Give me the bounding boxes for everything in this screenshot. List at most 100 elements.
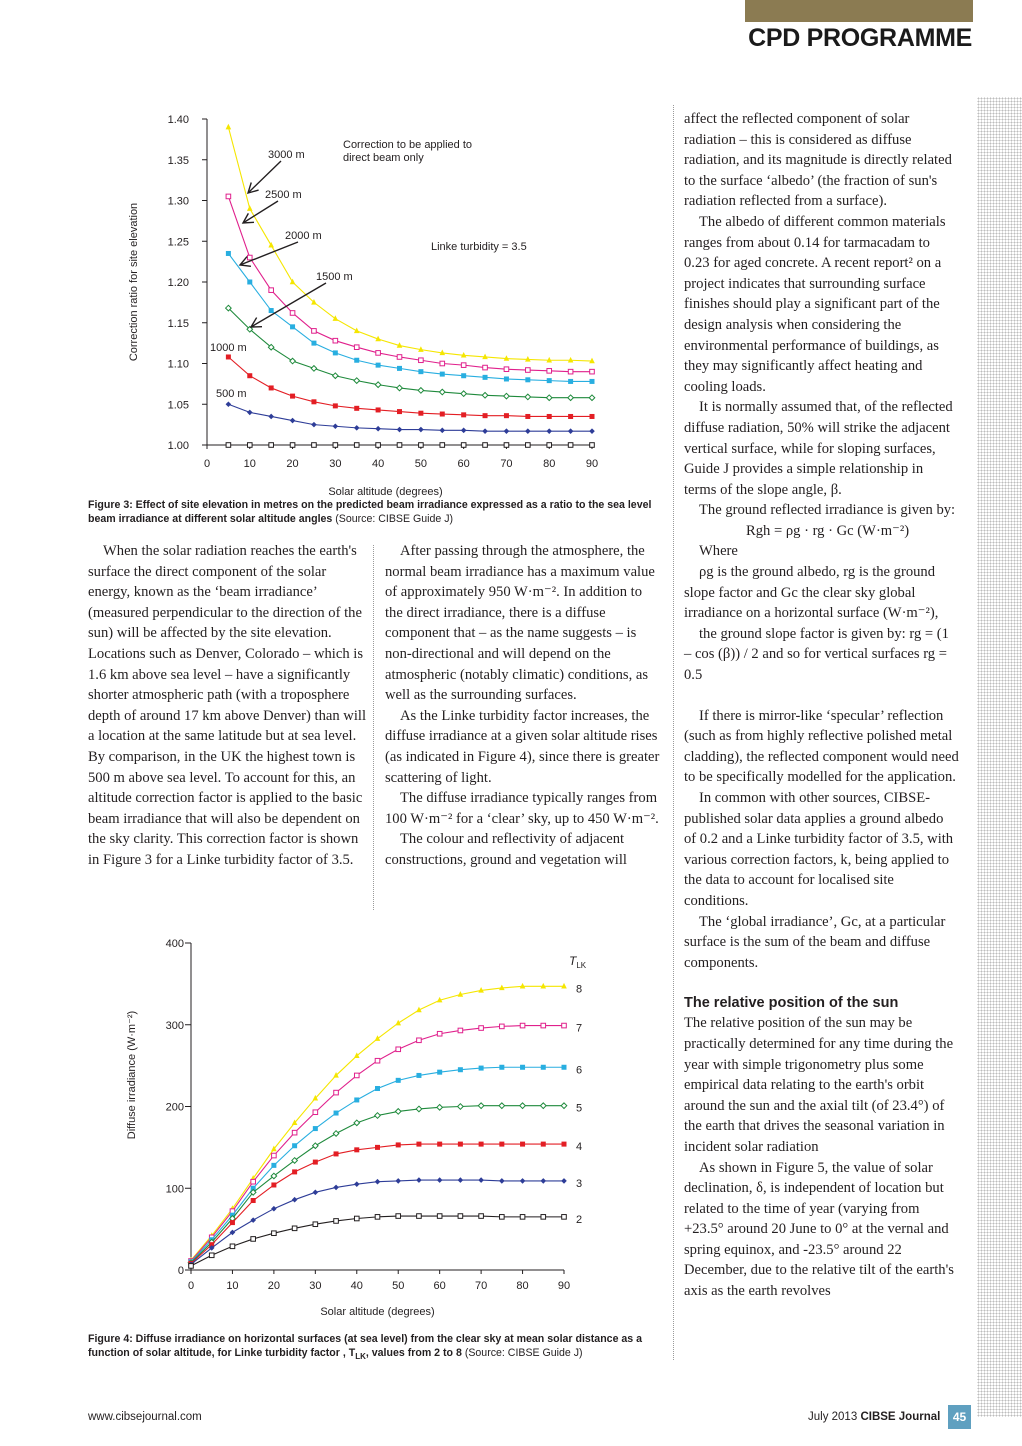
- section-heading: The relative position of the sun: [684, 995, 899, 1012]
- data-point: [417, 386, 425, 394]
- x-tick-label: 40: [351, 1280, 363, 1292]
- data-point: [268, 308, 274, 314]
- column-divider: [373, 545, 374, 910]
- data-point: [208, 1245, 215, 1251]
- data-point: [375, 1144, 380, 1150]
- data-point: [482, 413, 488, 419]
- col2-paragraph-3: The diffuse irradiance typically ranges …: [385, 790, 659, 827]
- data-point: [268, 241, 274, 248]
- data-point: [250, 1217, 256, 1223]
- series-line: [190, 1143, 564, 1264]
- x-tick-label: 20: [268, 1280, 280, 1292]
- footer-website-link[interactable]: www.cibsejournal.com: [88, 1411, 202, 1423]
- data-point: [225, 354, 231, 360]
- data-point: [457, 1177, 464, 1183]
- data-point: [415, 1105, 423, 1113]
- data-point: [395, 1213, 402, 1219]
- header-color-bar: [745, 0, 973, 22]
- data-point: [353, 1072, 360, 1079]
- data-point: [290, 324, 296, 330]
- data-point: [374, 1035, 381, 1041]
- data-point: [436, 1213, 443, 1219]
- x-tick-label: 90: [586, 458, 598, 470]
- data-point: [268, 442, 274, 448]
- y-tick-label: 1.20: [168, 277, 189, 289]
- data-point: [333, 1072, 339, 1078]
- data-point: [478, 1177, 484, 1183]
- data-point: [540, 1141, 546, 1147]
- data-point: [229, 1243, 236, 1250]
- data-point: [396, 426, 403, 433]
- data-point: [374, 1178, 381, 1185]
- data-point: [229, 1220, 235, 1226]
- col2-paragraph-4: The colour and reflectivity of adjacent …: [385, 831, 627, 868]
- x-tick-label: 80: [543, 458, 555, 470]
- data-point: [439, 371, 445, 377]
- data-point: [482, 374, 488, 380]
- data-point: [478, 1065, 484, 1071]
- data-point: [499, 1214, 505, 1220]
- data-point: [312, 1126, 318, 1132]
- data-point: [589, 428, 595, 434]
- data-point: [519, 982, 526, 989]
- data-point: [418, 442, 424, 448]
- data-point: [225, 250, 231, 256]
- col3-paragraph: The ‘global irradiance’, Gc, at a partic…: [684, 913, 946, 971]
- series-line: [228, 307, 592, 399]
- figure4-caption: Figure 4: Diffuse irradiance on horizont…: [88, 1332, 668, 1364]
- data-point: [567, 356, 574, 363]
- data-point: [395, 384, 404, 392]
- data-point: [395, 1046, 402, 1053]
- data-point: [289, 278, 296, 285]
- data-point: [588, 394, 596, 402]
- data-point: [520, 1141, 526, 1147]
- footer-issue-date: July 2013: [808, 1411, 858, 1423]
- data-point: [225, 193, 232, 200]
- data-point: [333, 1218, 339, 1224]
- y-tick-label: 300: [166, 1020, 184, 1032]
- data-point: [311, 298, 317, 305]
- figure3-caption-source: (Source: CIBSE Guide J): [335, 513, 454, 525]
- data-point: [268, 287, 274, 293]
- col1-paragraph: When the solar radiation reaches the ear…: [88, 543, 367, 868]
- series-label: 3: [576, 1178, 582, 1190]
- annotation-arrow: [250, 282, 327, 328]
- series-label: 6: [576, 1064, 582, 1076]
- data-point: [292, 1143, 298, 1149]
- data-point: [499, 1023, 505, 1030]
- data-point: [416, 1072, 422, 1078]
- data-point: [560, 1102, 568, 1110]
- data-point: [418, 426, 424, 433]
- data-point: [271, 1182, 277, 1188]
- series-label: 2500 m: [265, 189, 302, 201]
- data-point: [229, 1229, 236, 1236]
- data-point: [589, 357, 595, 364]
- series-label: 3000 m: [268, 149, 305, 161]
- data-point: [519, 1178, 526, 1184]
- x-tick-label: 60: [458, 458, 470, 470]
- y-tick-label: 1.40: [168, 114, 189, 126]
- annotation-note-line2: direct beam only: [343, 152, 424, 164]
- figure3-chart: 1.00 1.05 1.10 1.15 1.20 1.25 1.30 1.35 1.40 0 10 2…: [128, 114, 598, 498]
- figure3-caption-text: Figure 3: Effect of site elevation in me…: [88, 499, 652, 525]
- data-point: [395, 1178, 402, 1184]
- col3-paragraph: If there is mirror-like ‘specular’ refle…: [684, 707, 959, 786]
- data-point: [439, 360, 446, 367]
- legend-title: TLK: [569, 954, 587, 970]
- data-point: [375, 350, 381, 356]
- data-point: [461, 412, 467, 418]
- series-line: [227, 253, 592, 382]
- data-point: [397, 365, 402, 371]
- data-point: [503, 413, 509, 419]
- data-point: [353, 1215, 360, 1222]
- data-point: [525, 367, 531, 373]
- data-point: [520, 1064, 526, 1070]
- series-line: [190, 1179, 564, 1265]
- data-point: [499, 1141, 505, 1147]
- data-point: [271, 1230, 277, 1237]
- data-point: [290, 393, 296, 399]
- data-point: [246, 205, 253, 211]
- y-tick-label: 1.10: [168, 359, 189, 371]
- footer-journal-name: CIBSE Journal: [860, 1411, 941, 1423]
- data-point: [418, 346, 424, 352]
